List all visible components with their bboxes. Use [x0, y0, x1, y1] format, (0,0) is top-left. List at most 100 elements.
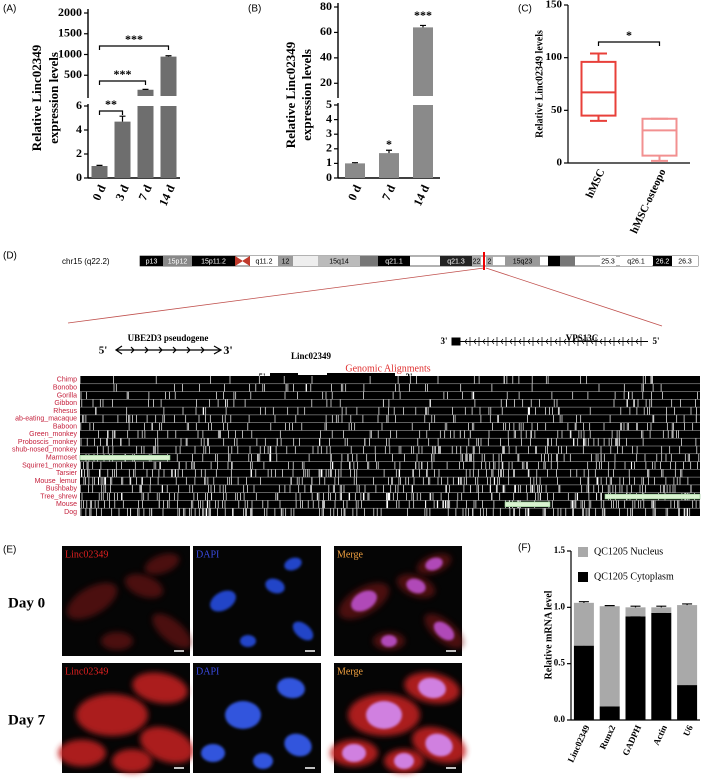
- axis-line: [567, 5, 690, 164]
- gene-name: VPS13C: [566, 333, 599, 343]
- x-tick-label: GADPH: [620, 723, 643, 757]
- channel-label: Merge: [337, 666, 363, 677]
- band: [672, 256, 698, 266]
- error-bar: [352, 162, 358, 164]
- band-label: 15p12: [168, 258, 188, 265]
- significance-bracket: [98, 45, 170, 50]
- species-label: Bonobo: [53, 385, 77, 392]
- y-tick-label: 4: [76, 122, 82, 136]
- x-tick-label: 0 d: [345, 182, 364, 202]
- error-bar: [386, 149, 392, 154]
- species-label: Bushbaby: [46, 486, 78, 493]
- bar-segment: [573, 602, 594, 646]
- y-axis-label: Relative Linc02349 levels: [534, 30, 545, 138]
- band-label: 22: [473, 258, 481, 265]
- y-tick-label: 2: [326, 141, 332, 155]
- nucleus: [240, 635, 256, 647]
- y-tick-label: 0.5: [554, 658, 566, 668]
- species-label: Gibbon: [54, 400, 77, 407]
- bar-segment: [677, 685, 698, 720]
- band-label: 26.3: [678, 258, 692, 265]
- gene-structure: [451, 337, 648, 346]
- gene-arrow: [114, 345, 223, 355]
- missing-alignment: [604, 493, 701, 500]
- legend-label: QC1205 Cytoplasm: [594, 571, 674, 582]
- band: [278, 256, 293, 266]
- species-label: Dog: [64, 509, 77, 516]
- cell-signal: [112, 749, 152, 773]
- row-separators: [80, 383, 700, 509]
- y-axis-label: expression levels: [46, 52, 61, 144]
- cell-signal: [66, 582, 118, 620]
- channel-label: DAPI: [196, 666, 219, 677]
- species-label: Chimp: [57, 377, 77, 384]
- alignment: ChimpBonoboGorillaGibbonRhesusab-eating_…: [12, 376, 701, 516]
- bar: [379, 153, 399, 178]
- band-label: 12: [282, 258, 290, 265]
- cell-signal: [76, 694, 148, 736]
- cell-signal: [124, 573, 164, 599]
- nucleus: [225, 701, 261, 729]
- x-tick-label: 7 d: [379, 182, 398, 202]
- centromere: [235, 256, 250, 266]
- cell-signal: [144, 553, 180, 575]
- box: [580, 60, 617, 117]
- y-axis-label: Relative Linc02349: [29, 44, 44, 151]
- channel-label: Linc02349: [65, 666, 108, 677]
- nucleus: [433, 621, 455, 641]
- y-tick-label: 2000: [58, 5, 82, 19]
- band: [250, 256, 278, 266]
- bar: [91, 166, 108, 178]
- bar-segment: [651, 612, 672, 720]
- nucleus: [277, 677, 305, 699]
- significance-label: **: [105, 97, 117, 111]
- band-label: 25.3: [601, 258, 615, 265]
- error-bar: [630, 605, 641, 608]
- band-label: 2: [488, 258, 492, 265]
- legend-label: QC1205 Nucleus: [594, 546, 663, 557]
- band: [163, 256, 192, 266]
- significance-label: *: [626, 28, 632, 42]
- y-tick-label: 0.0: [554, 714, 566, 724]
- bar: [160, 56, 177, 179]
- panel-label: (D): [3, 251, 17, 262]
- channel-label: Linc02349: [65, 549, 108, 560]
- bar-segment: [677, 605, 698, 686]
- y-tick-label: 100: [546, 51, 563, 63]
- nucleus: [351, 590, 377, 612]
- error-bar: [604, 605, 615, 607]
- species-label: Gorilla: [57, 392, 77, 399]
- bar-segment: [599, 606, 620, 707]
- species-label: ab-eating_macaque: [15, 416, 77, 423]
- y-tick-label: 4: [326, 111, 332, 125]
- error-bar: [165, 55, 172, 57]
- band: [486, 256, 493, 266]
- band: [440, 256, 472, 266]
- band-label: p13: [146, 258, 158, 265]
- gene-end: 3': [223, 343, 232, 357]
- gene-ticks: [464, 337, 642, 346]
- nucleus: [418, 677, 446, 699]
- cell-signal: [132, 672, 188, 704]
- x-tick-label: 7 d: [135, 182, 154, 202]
- nucleus: [342, 744, 366, 762]
- nucleus: [366, 701, 402, 729]
- legend-swatch: [578, 572, 588, 582]
- alignment-title: Genomic Alignments: [345, 363, 430, 374]
- bar: [345, 163, 365, 178]
- band: [140, 256, 163, 266]
- x-tick-label: 3 d: [112, 182, 131, 202]
- panel-label: (C): [518, 4, 532, 15]
- y-tick-label: 50: [551, 104, 563, 116]
- x-tick-label: hMSC: [584, 167, 608, 200]
- significance-bracket: [98, 80, 147, 85]
- band: [653, 256, 672, 266]
- bar: [114, 121, 131, 178]
- band: [378, 256, 410, 266]
- band: [318, 256, 360, 266]
- y-tick-label: 3: [326, 126, 332, 140]
- y-tick-label: 150: [546, 0, 563, 11]
- x-tick-label: 14 d: [410, 182, 432, 208]
- nucleus: [210, 590, 236, 612]
- x-tick-label: 14 d: [156, 182, 178, 208]
